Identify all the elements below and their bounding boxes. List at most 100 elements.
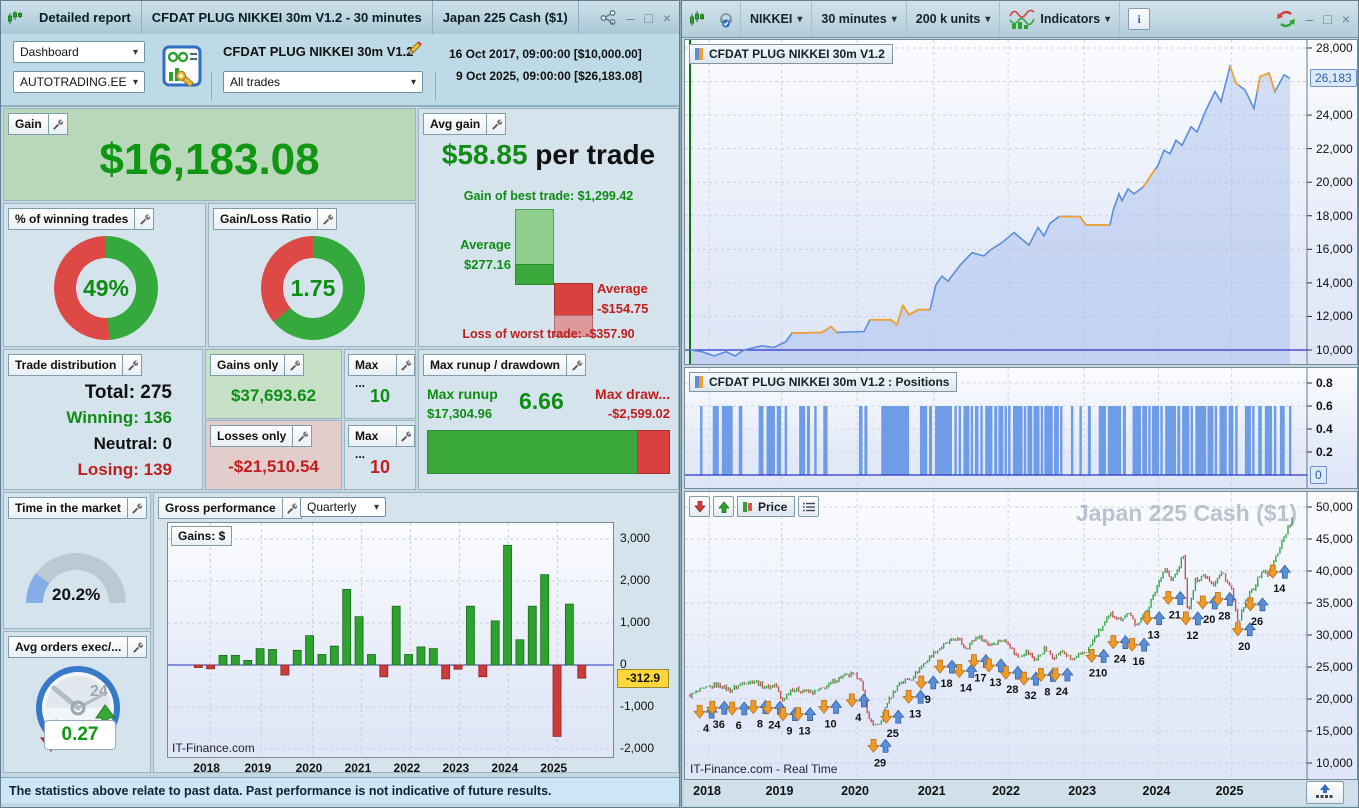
wrench-icon[interactable] [122, 355, 141, 375]
account-select[interactable]: AUTOTRADING.EE ▾ [13, 71, 145, 93]
symbol-select[interactable]: NIKKEI ▾ [741, 1, 813, 37]
avg-orders-chip[interactable]: Avg orders exec/... [8, 636, 148, 658]
wrench-icon[interactable] [47, 114, 67, 134]
trade-marker[interactable]: 17 [967, 654, 993, 685]
report-toolbar: Dashboard ▾ AUTOTRADING.EE ▾ CFDAT PLUG NI… [1, 34, 679, 107]
gain-chip[interactable]: Gain [8, 113, 68, 135]
trade-marker[interactable]: 13 [1140, 611, 1166, 642]
gross-performance-chip[interactable]: Gross performance [158, 497, 302, 519]
trade-marker[interactable]: 29 [867, 738, 892, 769]
wrench-icon[interactable] [317, 209, 336, 229]
maximize-button[interactable]: □ [644, 9, 653, 26]
trade-marker[interactable]: 32 [1017, 671, 1043, 702]
position-bar [1214, 406, 1218, 475]
avg-gain-chip[interactable]: Avg gain [423, 113, 507, 135]
trade-marker[interactable]: 26 [1244, 597, 1269, 628]
buy-marker-icon [738, 701, 751, 716]
positions-legend-chip[interactable]: CFDAT PLUG NIKKEI 30m V1.2 : Positions [689, 372, 958, 392]
avg-orders-panel: Avg orders exec/... 24 0.27 [3, 631, 151, 773]
winning-trades-chip[interactable]: % of winning trades [8, 208, 155, 230]
wrench-icon[interactable] [127, 637, 146, 657]
trade-marker[interactable]: 14 [953, 663, 978, 694]
wrench-icon[interactable] [292, 426, 311, 446]
timeframe-select[interactable]: 30 minutes ▾ [812, 1, 907, 37]
max-losses-chip[interactable]: Max ... [348, 425, 415, 461]
units-select[interactable]: 200 k units ▾ [907, 1, 1001, 37]
share-icon[interactable] [600, 10, 617, 25]
losses-only-chip[interactable]: Losses only [210, 425, 313, 447]
trade-marker[interactable]: 18 [933, 659, 959, 690]
trade-marker[interactable]: 36 [706, 700, 731, 731]
trade-marker[interactable]: 4 [845, 693, 871, 724]
instrument-watermark: Japan 225 Cash ($1) [1075, 500, 1297, 526]
trade-distribution-panel: Trade distribution Total: 275 Winning: 1… [3, 349, 203, 490]
wrench-icon[interactable] [134, 209, 153, 229]
trade-marker[interactable]: 20 [1231, 622, 1257, 653]
close-button[interactable]: × [1341, 11, 1350, 27]
chart-window: NIKKEI ▾ 30 minutes ▾ 200 k units ▾ Indicat… [681, 0, 1359, 808]
neutral-trades: Neutral: 0 [93, 434, 172, 453]
dashboard-select[interactable]: Dashboard ▾ [13, 41, 145, 63]
gain-loss-ratio-chip[interactable]: Gain/Loss Ratio [213, 208, 338, 230]
report-settings-icon[interactable] [161, 44, 203, 90]
period-select[interactable]: Quarterly ▾ [300, 497, 386, 517]
winning-trades: Winning: 136 [66, 408, 172, 427]
gains-only-chip[interactable]: Gains only [210, 354, 305, 376]
trade-marker[interactable]: 24 [1107, 635, 1132, 666]
trade-distribution-chip[interactable]: Trade distribution [8, 354, 143, 376]
position-bar [1107, 406, 1122, 475]
wrench-icon[interactable] [126, 498, 146, 518]
sell-arrow-button[interactable] [689, 496, 710, 517]
trade-marker[interactable]: 28 [999, 665, 1025, 696]
chevron-down-icon: ▾ [132, 46, 138, 58]
trade-marker[interactable]: 16 [1125, 637, 1151, 668]
wrench-icon[interactable] [395, 426, 414, 446]
trade-marker[interactable]: 210 [1085, 648, 1110, 679]
expand-scrollbar-button[interactable] [1306, 781, 1344, 804]
refresh-icon[interactable] [1276, 9, 1296, 29]
wrench-icon[interactable] [395, 355, 414, 375]
trade-marker[interactable]: 13 [791, 707, 817, 738]
position-bar [1142, 406, 1148, 475]
close-button[interactable]: × [662, 9, 671, 26]
trade-marker[interactable]: 24 [1049, 667, 1074, 698]
minimize-button[interactable]: – [626, 9, 635, 26]
trade-marker[interactable]: 12 [1179, 611, 1205, 642]
buy-marker-icon [879, 738, 892, 753]
trade-marker[interactable]: 21 [1162, 590, 1187, 621]
price-legend-chip[interactable]: Price [737, 496, 796, 517]
minimize-button[interactable]: – [1305, 11, 1314, 27]
buy-arrow-button[interactable] [713, 496, 734, 517]
runup-drawdown-chip[interactable]: Max runup / drawdown [423, 354, 587, 376]
time-axis-strip[interactable]: 2018 2019 2020 2021 2022 2023 2024 2025 [684, 780, 1358, 805]
time-in-market-chip[interactable]: Time in the market [8, 497, 147, 519]
wrench-icon[interactable] [566, 355, 585, 375]
equity-y-tick: 12,000 [1316, 309, 1353, 324]
position-bar [864, 406, 868, 475]
gross-y-tick: 3,000 [620, 531, 651, 545]
trade-count-label: 28 [1218, 611, 1230, 623]
info-button[interactable]: i [1128, 8, 1151, 30]
gain-loss-ratio-panel: Gain/Loss Ratio 1.75 [208, 203, 416, 347]
headset-icon[interactable] [712, 1, 741, 37]
wrench-icon[interactable] [486, 114, 505, 134]
trade-marker[interactable]: 10 [817, 699, 843, 730]
trade-marker[interactable]: 25 [880, 709, 905, 740]
edit-pencil-icon[interactable] [405, 40, 423, 58]
equity-line-flat-segment [1059, 215, 1110, 226]
trade-marker[interactable]: 9 [915, 675, 940, 706]
trade-marker[interactable]: 28 [1211, 591, 1237, 623]
wrench-icon[interactable] [281, 498, 301, 518]
trade-marker[interactable]: 6 [726, 701, 751, 732]
trade-marker[interactable]: 13 [902, 689, 927, 720]
wrench-icon[interactable] [284, 355, 303, 375]
position-bar [1190, 406, 1193, 475]
equity-legend-chip[interactable]: CFDAT PLUG NIKKEI 30m V1.2 [689, 44, 893, 64]
maximize-button[interactable]: □ [1323, 11, 1332, 27]
max-wins-chip[interactable]: Max ... [348, 354, 415, 390]
indicators-select[interactable]: Indicators ▾ [1000, 1, 1121, 37]
sell-marker-icon [1107, 635, 1120, 650]
list-icon[interactable] [798, 496, 820, 517]
trades-filter-select[interactable]: All trades ▾ [223, 71, 423, 93]
trade-marker[interactable]: 14 [1266, 564, 1292, 595]
